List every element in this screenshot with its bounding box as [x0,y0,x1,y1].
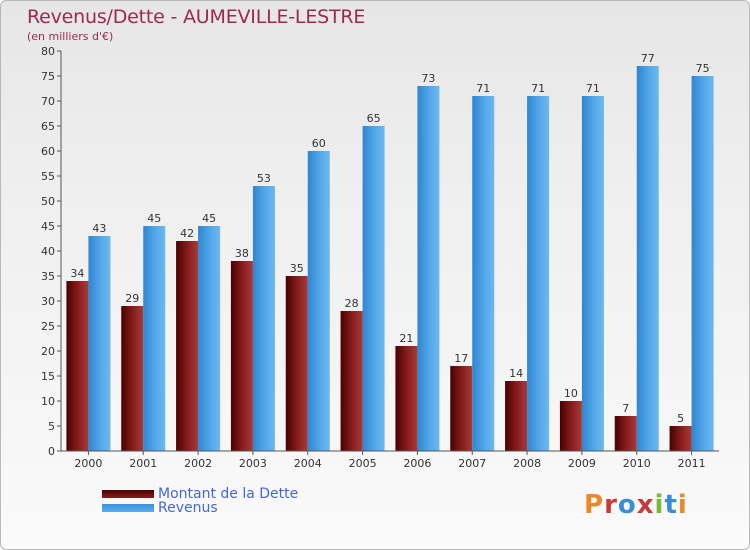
revenue-bar-value-label: 77 [641,52,655,65]
debt-bar-value-label: 17 [454,352,468,365]
y-tick-label: 50 [41,195,55,208]
chart-title: Revenus/Dette - AUMEVILLE-LESTRE [27,6,366,28]
y-tick-label: 25 [41,320,55,333]
x-tick-label: 2004 [294,457,322,470]
debt-bar [450,366,473,451]
revenue-bar-value-label: 45 [202,212,216,225]
debt-bar [176,241,199,451]
revenue-bar [307,151,330,451]
revenue-bar [198,226,221,451]
debt-bar [285,276,308,451]
y-tick-label: 60 [41,145,55,158]
debt-bar [66,281,89,451]
y-tick-label: 0 [48,445,55,458]
revenue-bar-value-label: 65 [367,112,381,125]
y-tick-label: 20 [41,345,55,358]
y-tick-label: 45 [41,220,55,233]
y-tick-label: 10 [41,395,55,408]
y-tick-label: 15 [41,370,55,383]
debt-bar-value-label: 35 [290,262,304,275]
debt-bar [614,416,637,451]
debt-bar-value-label: 14 [509,367,523,380]
revenue-bar [472,96,495,451]
legend-label-debt: Montant de la Dette [158,486,299,502]
y-tick-label: 5 [48,420,55,433]
legend-label-revenue: Revenus [158,500,218,516]
x-tick-label: 2007 [458,457,486,470]
y-tick-label: 55 [41,170,55,183]
debt-bar-value-label: 29 [125,292,139,305]
logo-letter: x [636,490,655,520]
revenue-bar-value-label: 71 [476,82,490,95]
y-tick-label: 65 [41,120,55,133]
revenue-bar-value-label: 73 [421,72,435,85]
debt-bar-value-label: 21 [399,332,413,345]
x-tick-label: 2003 [239,457,267,470]
x-tick-label: 2000 [74,457,102,470]
x-tick-label: 2010 [623,457,651,470]
proxiti-logo: Proxiti [584,490,688,520]
logo-letter: t [664,490,678,520]
revenue-bar [691,76,714,451]
debt-bar [230,261,253,451]
logo-letter: i [654,490,665,520]
x-tick-label: 2011 [678,457,706,470]
logo-letter: r [604,490,618,520]
revenue-bar-value-label: 45 [147,212,161,225]
logo-letter: o [617,490,637,520]
y-tick-label: 30 [41,295,55,308]
revenue-bar-value-label: 71 [531,82,545,95]
debt-bar-value-label: 5 [677,412,684,425]
debt-bar [121,306,144,451]
debt-bar [395,346,418,451]
legend-swatch-debt [102,490,154,498]
chart-subtitle: (en milliers d'€) [27,30,114,43]
x-tick-label: 2001 [129,457,157,470]
debt-bar-value-label: 34 [70,267,84,280]
x-tick-label: 2002 [184,457,212,470]
debt-bar-value-label: 10 [564,387,578,400]
revenue-bar [252,186,275,451]
debt-bar [559,401,582,451]
debt-bar [340,311,363,451]
revenue-bar [636,66,659,451]
legend-swatch-revenue [102,504,154,512]
logo-letter: P [584,490,605,520]
revenue-bar [362,126,385,451]
revenue-bar-value-label: 43 [92,222,106,235]
debt-bar-value-label: 38 [235,247,249,260]
debt-bar [669,426,692,451]
debt-bar-value-label: 7 [622,402,629,415]
y-tick-label: 40 [41,245,55,258]
logo-letter: i [677,490,688,520]
y-tick-label: 80 [41,45,55,58]
x-tick-label: 2008 [513,457,541,470]
revenue-bar-value-label: 60 [312,137,326,150]
debt-bar-value-label: 28 [345,297,359,310]
y-tick-label: 35 [41,270,55,283]
revenue-bar [417,86,440,451]
revenue-bar-value-label: 53 [257,172,271,185]
y-tick-label: 75 [41,70,55,83]
revenue-bar [88,236,111,451]
y-tick-label: 70 [41,95,55,108]
revenue-bar [527,96,550,451]
debt-bar-value-label: 42 [180,227,194,240]
revenue-bar [143,226,166,451]
x-tick-label: 2009 [568,457,596,470]
revenue-bar [581,96,604,451]
x-tick-label: 2006 [403,457,431,470]
x-tick-label: 2005 [349,457,377,470]
debt-bar [505,381,528,451]
revenue-bar-value-label: 71 [586,82,600,95]
revenue-bar-value-label: 75 [696,62,710,75]
